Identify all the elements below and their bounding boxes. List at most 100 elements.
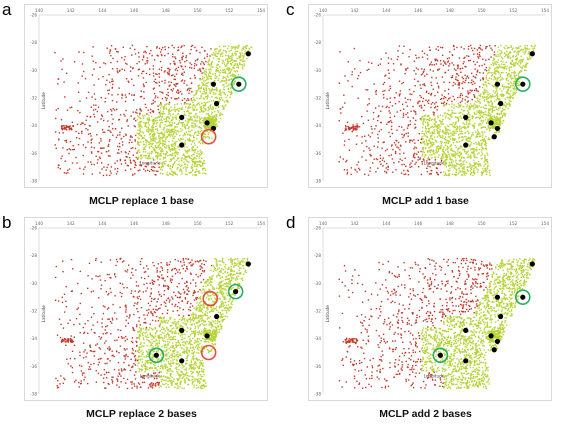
uncovered-incident-point — [72, 148, 74, 151]
uncovered-incident-point — [409, 93, 411, 95]
covered-incident-point — [478, 141, 480, 143]
uncovered-incident-point — [93, 104, 95, 106]
covered-incident-point — [507, 79, 509, 82]
uncovered-incident-point — [398, 95, 401, 97]
uncovered-incident-point — [199, 51, 201, 54]
covered-incident-point — [501, 51, 503, 54]
uncovered-incident-point — [482, 72, 485, 74]
covered-incident-point — [217, 105, 220, 108]
uncovered-incident-point — [152, 65, 155, 67]
panel-b: b 140 142 144 146 148 150 152 154 -26 -28 -30 -32 -3… — [0, 213, 283, 426]
covered-incident-point — [467, 156, 470, 158]
uncovered-incident-point — [96, 121, 99, 123]
covered-incident-point — [184, 120, 187, 122]
uncovered-incident-point — [142, 56, 145, 59]
uncovered-incident-point — [413, 156, 416, 159]
uncovered-incident-point — [70, 128, 73, 131]
covered-incident-point — [458, 136, 461, 139]
covered-incident-point — [201, 82, 203, 84]
uncovered-incident-point — [351, 71, 354, 73]
covered-incident-point — [434, 157, 437, 159]
covered-incident-point — [218, 100, 221, 103]
covered-incident-point — [171, 144, 173, 147]
uncovered-incident-point — [373, 83, 375, 85]
covered-incident-point — [464, 102, 467, 105]
uncovered-incident-point — [389, 97, 391, 99]
uncovered-incident-point — [379, 154, 382, 157]
covered-incident-point — [152, 125, 154, 127]
covered-incident-point — [526, 47, 528, 49]
uncovered-incident-point — [130, 135, 132, 137]
uncovered-incident-point — [388, 131, 390, 134]
covered-incident-point — [212, 275, 214, 277]
covered-incident-point — [510, 96, 512, 98]
uncovered-incident-point — [430, 92, 433, 95]
covered-incident-point — [150, 138, 152, 140]
covered-incident-point — [229, 71, 231, 74]
covered-incident-point — [460, 174, 463, 176]
covered-incident-point — [523, 69, 526, 71]
covered-incident-point — [463, 166, 465, 168]
covered-incident-point — [448, 173, 450, 175]
uncovered-incident-point — [139, 96, 142, 98]
covered-incident-point — [140, 135, 143, 137]
uncovered-incident-point — [404, 157, 406, 159]
uncovered-incident-point — [410, 139, 412, 141]
uncovered-incident-point — [382, 83, 385, 85]
covered-incident-point — [213, 115, 216, 118]
y-tick-label: -30 — [314, 68, 321, 73]
uncovered-incident-point — [121, 56, 123, 59]
uncovered-incident-point — [428, 92, 430, 95]
covered-incident-point — [496, 88, 498, 90]
covered-incident-point — [205, 87, 207, 89]
covered-incident-point — [203, 108, 206, 110]
covered-incident-point — [471, 117, 474, 120]
covered-incident-point — [452, 122, 455, 124]
covered-incident-point — [487, 69, 490, 71]
uncovered-incident-point — [384, 90, 386, 92]
uncovered-incident-point — [355, 143, 358, 145]
uncovered-incident-point — [66, 109, 69, 111]
covered-incident-point — [176, 130, 178, 132]
covered-incident-point — [201, 117, 203, 119]
covered-incident-point — [512, 84, 514, 87]
uncovered-incident-point — [90, 151, 93, 153]
uncovered-incident-point — [65, 128, 67, 130]
covered-incident-point — [481, 131, 483, 133]
covered-incident-point — [230, 78, 232, 80]
uncovered-incident-point — [180, 66, 183, 68]
covered-incident-point — [467, 130, 469, 132]
covered-incident-point — [243, 48, 245, 50]
covered-incident-point — [503, 94, 505, 97]
covered-incident-point — [421, 148, 424, 150]
covered-incident-point — [193, 142, 196, 144]
covered-incident-point — [433, 149, 435, 151]
uncovered-incident-point — [401, 159, 403, 162]
uncovered-incident-point — [384, 74, 387, 76]
uncovered-incident-point — [107, 110, 109, 113]
covered-incident-point — [192, 104, 195, 106]
covered-incident-point — [443, 103, 446, 106]
uncovered-incident-point — [351, 73, 353, 76]
uncovered-incident-point — [405, 68, 407, 71]
uncovered-incident-point — [407, 124, 410, 126]
covered-incident-point — [460, 157, 463, 159]
covered-incident-point — [455, 154, 457, 156]
covered-incident-point — [489, 112, 491, 114]
covered-incident-point — [482, 139, 484, 141]
uncovered-incident-point — [380, 128, 382, 131]
covered-incident-point — [174, 386, 176, 388]
covered-incident-point — [482, 148, 485, 150]
uncovered-incident-point — [79, 167, 81, 170]
covered-incident-point — [462, 126, 465, 129]
covered-incident-point — [457, 117, 460, 119]
uncovered-incident-point — [104, 63, 107, 65]
covered-incident-point — [234, 64, 236, 67]
covered-incident-point — [428, 146, 430, 149]
covered-incident-point — [209, 70, 211, 73]
uncovered-incident-point — [205, 60, 207, 63]
covered-incident-point — [478, 109, 481, 112]
uncovered-incident-point — [401, 163, 403, 166]
uncovered-incident-point — [120, 138, 123, 140]
covered-incident-point — [230, 266, 232, 268]
